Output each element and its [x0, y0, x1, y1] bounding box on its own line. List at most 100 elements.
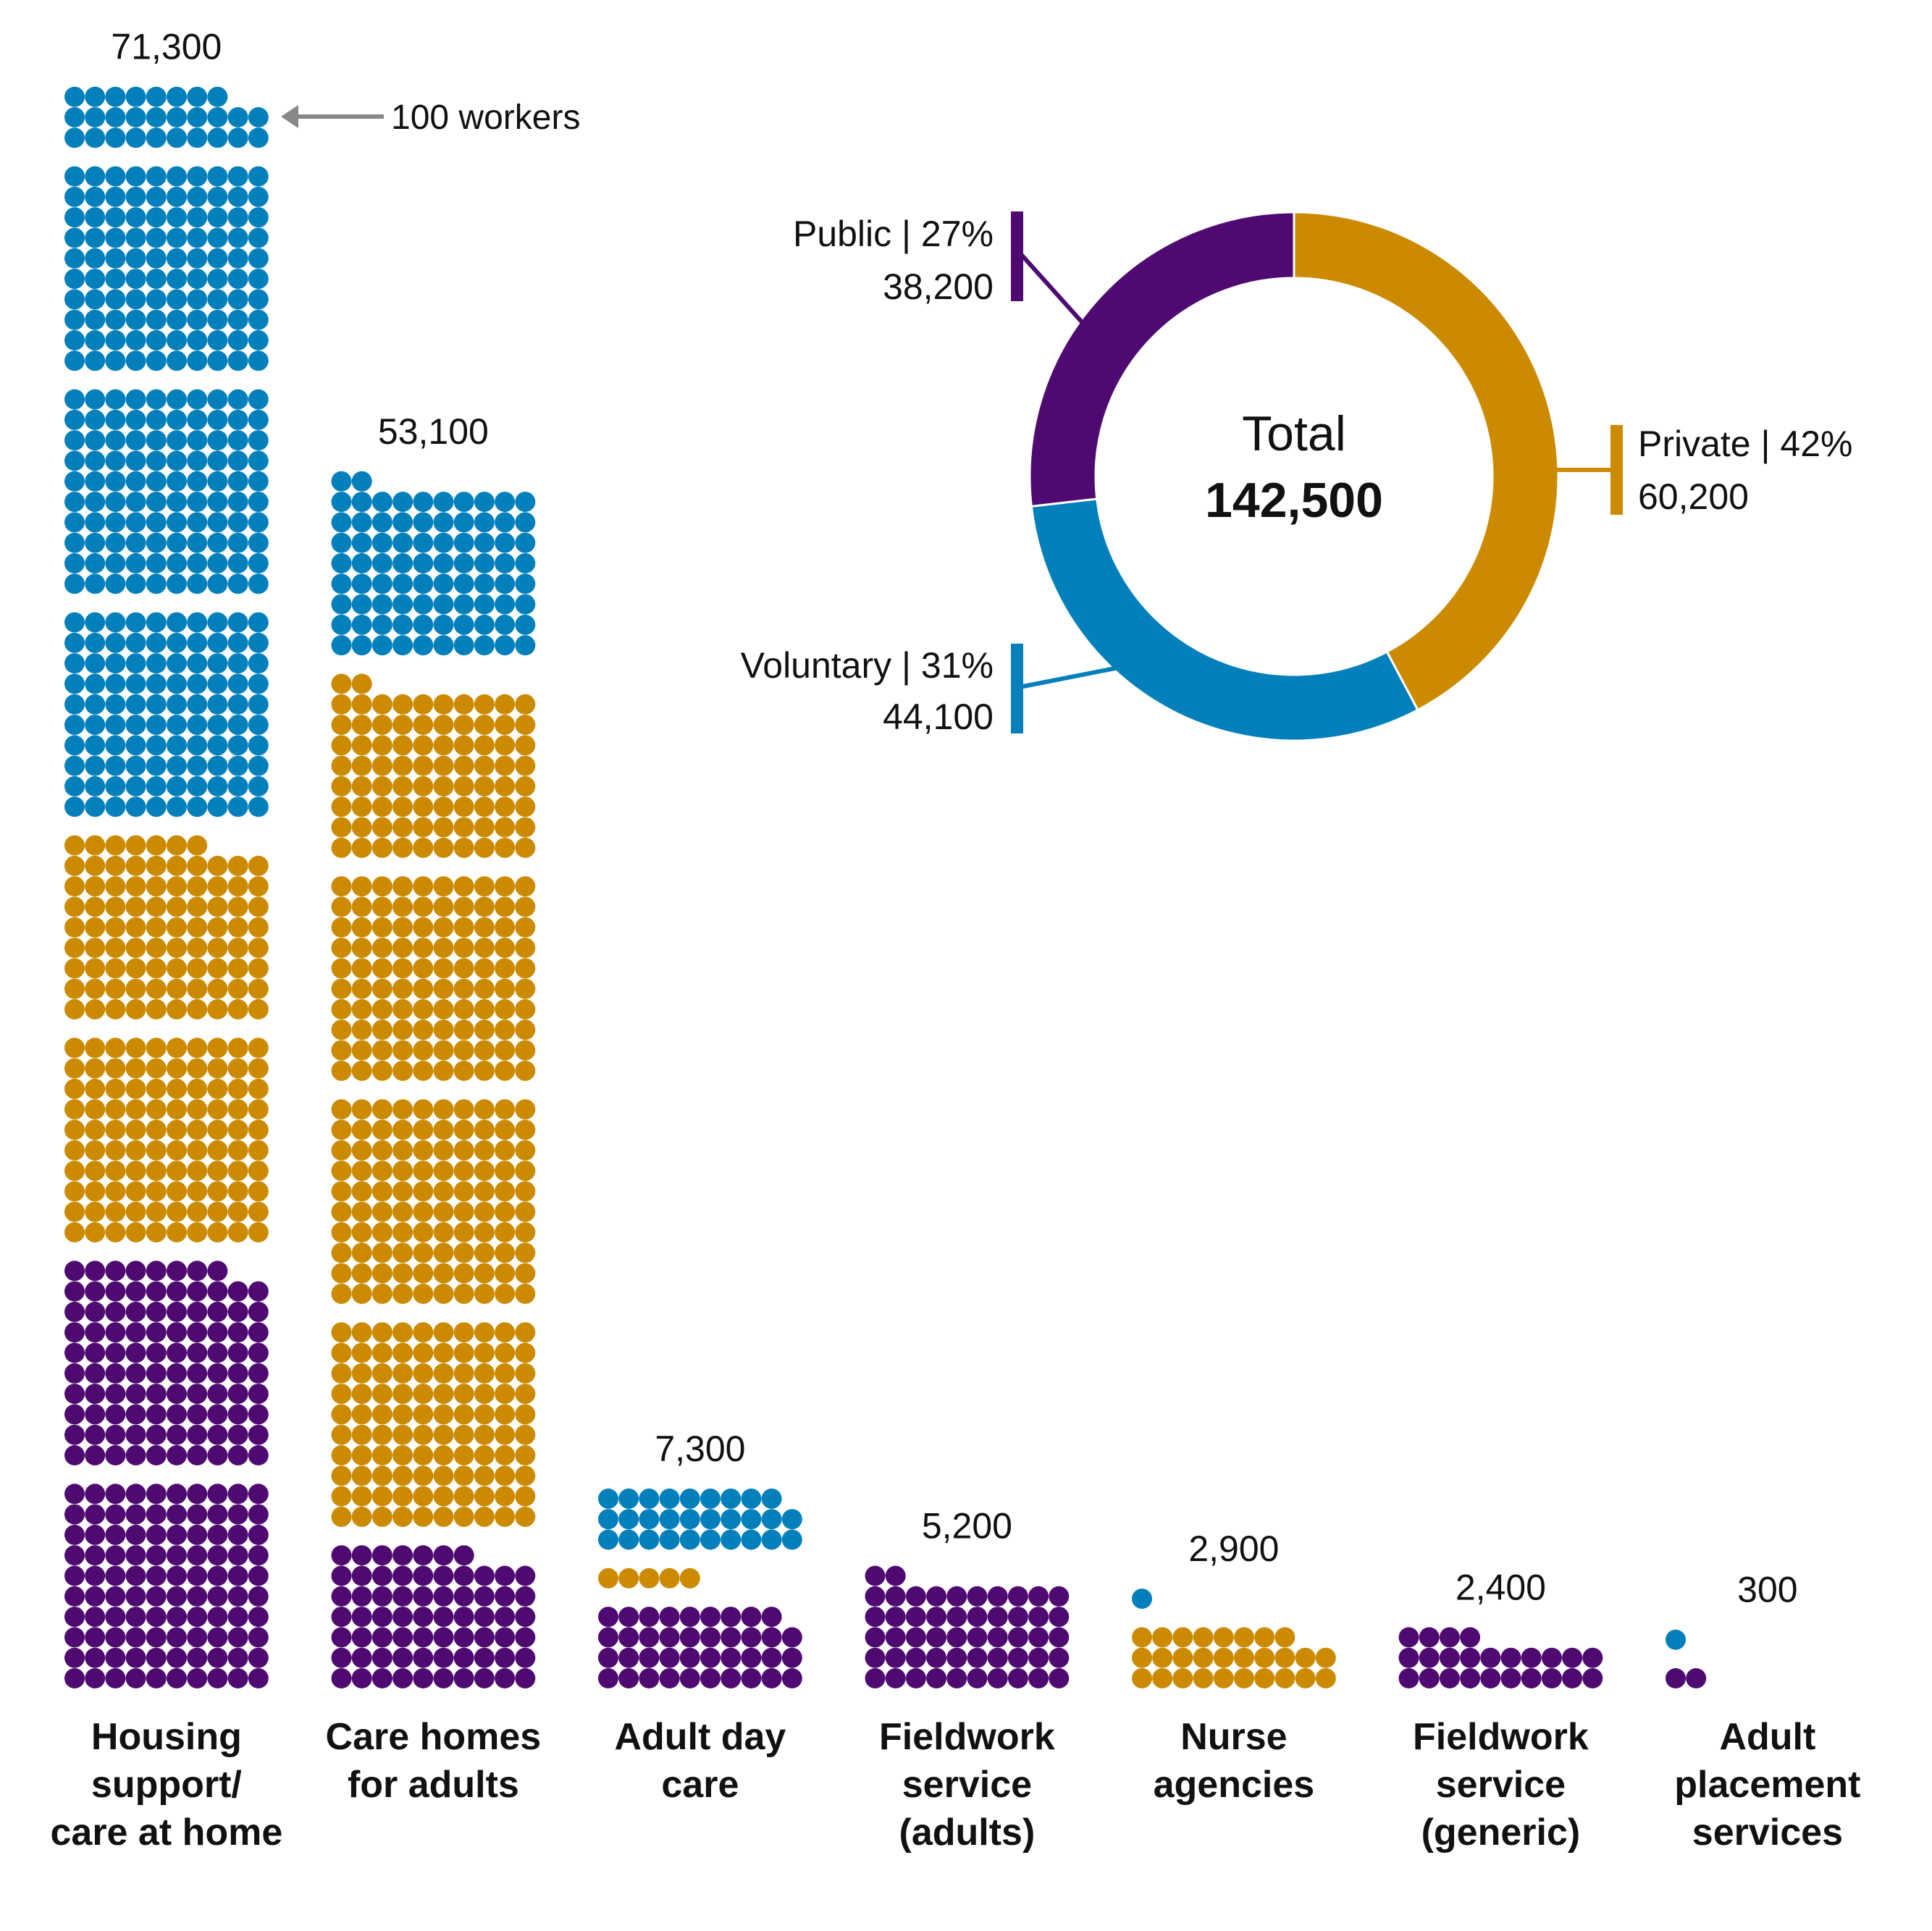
dot-private [515, 1263, 536, 1284]
dot-private [413, 755, 434, 776]
dot-public [227, 1565, 248, 1586]
dot-private [515, 1040, 536, 1061]
dot-public [85, 1668, 106, 1688]
dot-public [1480, 1647, 1501, 1668]
dot-voluntary [187, 389, 208, 410]
dot-voluntary [248, 573, 269, 594]
dot-voluntary [105, 430, 126, 451]
dot-public [1439, 1668, 1460, 1688]
dot-private [433, 1342, 454, 1363]
dot-public [1398, 1668, 1419, 1688]
dot-private [351, 1140, 372, 1161]
dot-private [371, 1486, 392, 1507]
dot-voluntary [227, 715, 248, 736]
dot-private [413, 1099, 434, 1120]
dot-public [207, 1484, 228, 1505]
dot-public [741, 1627, 762, 1648]
dot-private [433, 715, 454, 736]
dot-public [146, 1565, 167, 1586]
dot-private [495, 1099, 516, 1120]
dot-voluntary [146, 532, 167, 553]
dot-public [413, 1586, 434, 1607]
dot-public [248, 1322, 269, 1343]
column-total-label: 300 [1737, 1570, 1797, 1610]
dot-private [331, 1322, 352, 1343]
dot-voluntary [85, 532, 106, 553]
dot-public [207, 1607, 228, 1628]
dot-public [371, 1647, 392, 1668]
dot-private [474, 694, 495, 715]
category-label-line: service [1436, 1764, 1566, 1806]
dot-voluntary [125, 755, 146, 776]
dot-private [351, 1384, 372, 1405]
dot-private [207, 917, 228, 938]
dot-voluntary [371, 573, 392, 594]
dot-private [495, 1161, 516, 1182]
dot-voluntary [167, 269, 187, 290]
dot-voluntary [146, 309, 167, 330]
dot-private [453, 1322, 474, 1343]
dot-public [865, 1647, 886, 1668]
dot-voluntary [207, 330, 228, 350]
dot-public [187, 1627, 208, 1648]
dot-private [1295, 1668, 1316, 1688]
dot-private [392, 1424, 413, 1445]
dot-voluntary [227, 409, 248, 430]
waffle-column [331, 471, 536, 1688]
dot-public [987, 1647, 1008, 1668]
dot-voluntary [105, 309, 126, 330]
dot-voluntary [105, 227, 126, 248]
dot-public [679, 1607, 700, 1628]
dot-private [495, 1404, 516, 1425]
dot-public [495, 1607, 516, 1628]
dot-private [227, 1222, 248, 1242]
dot-voluntary [474, 573, 495, 594]
dot-private [474, 817, 495, 838]
dot-private [453, 1283, 474, 1304]
dot-private [227, 1119, 248, 1140]
dot-private [413, 1342, 434, 1363]
dot-voluntary [413, 614, 434, 635]
dot-voluntary [85, 673, 106, 694]
dot-public [248, 1565, 269, 1586]
dot-voluntary [207, 796, 228, 817]
dot-private [371, 1222, 392, 1242]
dot-public [187, 1322, 208, 1343]
dot-private [248, 1099, 269, 1120]
dot-private [167, 1140, 187, 1161]
dot-private [248, 1161, 269, 1182]
dot-private [105, 917, 126, 938]
dot-private [167, 1078, 187, 1099]
category-labels: Housing support/care at home Care homes for… [50, 1716, 1860, 1854]
dot-voluntary [125, 512, 146, 533]
slice-value-private: 60,200 [1638, 476, 1749, 517]
dot-private [207, 1058, 228, 1079]
dot-public [125, 1545, 146, 1566]
dot-voluntary [1132, 1589, 1152, 1610]
category-label-line: placement [1674, 1764, 1860, 1806]
dot-voluntary [248, 553, 269, 573]
dot-public [639, 1607, 660, 1628]
dot-private [453, 1181, 474, 1202]
dot-private [227, 1099, 248, 1120]
dot-public [105, 1586, 126, 1607]
dot-voluntary [227, 694, 248, 715]
dot-private [371, 1404, 392, 1425]
dot-public [105, 1647, 126, 1668]
dot-voluntary [351, 512, 372, 533]
dot-public [331, 1668, 352, 1688]
dot-private [495, 938, 516, 959]
dot-private [331, 1384, 352, 1405]
dot-voluntary [64, 715, 85, 736]
dot-private [515, 694, 536, 715]
dot-public [967, 1668, 988, 1688]
dot-public [64, 1627, 85, 1648]
dot-voluntary [167, 309, 187, 330]
dot-private [413, 817, 434, 838]
dot-private [331, 999, 352, 1019]
dot-public [885, 1668, 906, 1688]
callout-private: Private | 42% 60,200 [1557, 424, 1852, 517]
dot-private [331, 837, 352, 858]
dot-private [146, 1099, 167, 1120]
dot-private [248, 1119, 269, 1140]
